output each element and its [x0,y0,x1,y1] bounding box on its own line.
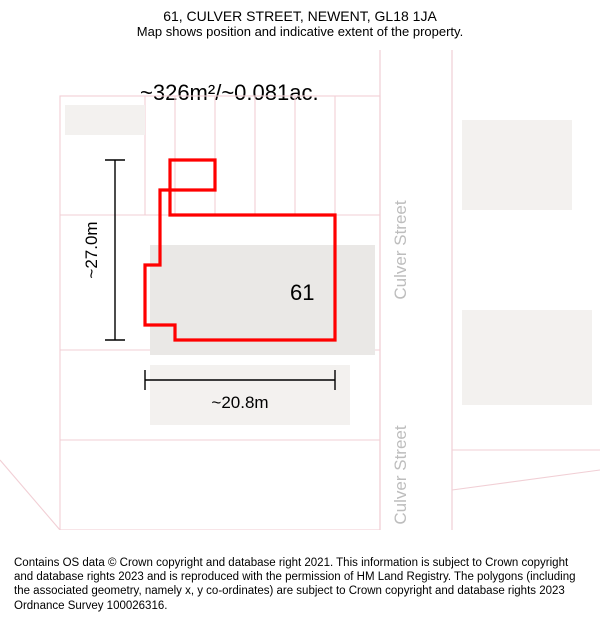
page-subtitle: Map shows position and indicative extent… [0,24,600,39]
house-number-label: 61 [290,280,314,305]
width-dimension-label: ~20.8m [211,393,268,412]
header: 61, CULVER STREET, NEWENT, GL18 1JA Map … [0,8,600,39]
street-name-label: Culver Street [391,200,410,299]
map-area: 61 Culver Street Culver Street ~27.0m ~20.8m [0,50,600,530]
page-root: 61, CULVER STREET, NEWENT, GL18 1JA Map … [0,0,600,625]
footer-copyright: Contains OS data © Crown copyright and d… [14,556,586,614]
map-svg: 61 Culver Street Culver Street ~27.0m ~20.8m [0,50,600,530]
height-dimension-label: ~27.0m [82,221,101,278]
street-name-label: Culver Street [391,425,410,524]
page-title: 61, CULVER STREET, NEWENT, GL18 1JA [0,8,600,24]
